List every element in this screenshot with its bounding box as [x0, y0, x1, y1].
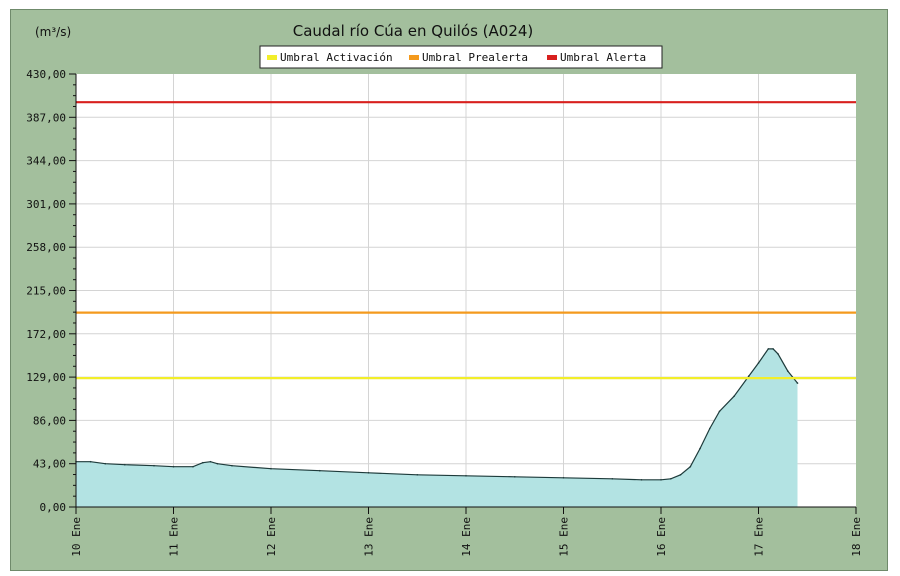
data-point: [796, 382, 799, 384]
data-point: [216, 462, 219, 465]
data-point: [209, 460, 212, 463]
data-point: [367, 472, 370, 474]
y-tick-label: 215,00: [26, 285, 66, 298]
data-point: [699, 447, 701, 450]
y-tick-label: 43,00: [33, 458, 66, 471]
y-axis-unit: (m³/s): [35, 25, 71, 39]
y-tick-label: 258,00: [26, 241, 66, 254]
data-point: [514, 476, 516, 478]
data-point: [748, 375, 750, 377]
y-tick-label: 387,00: [26, 111, 66, 124]
x-tick-label: 11 Ene: [168, 517, 181, 557]
data-point: [89, 460, 92, 463]
legend-label-alerta: Umbral Alerta: [560, 51, 646, 64]
chart-frame: Caudal río Cúa en Quilós (A024) (m³/s) U…: [10, 9, 888, 571]
data-point: [787, 370, 789, 372]
y-tick-label: 129,00: [26, 371, 66, 384]
data-point: [733, 395, 735, 398]
data-point: [670, 478, 672, 480]
legend-box: [259, 45, 663, 69]
data-point: [153, 464, 155, 467]
x-tick-label: 18 Ene: [850, 517, 863, 557]
data-point: [767, 348, 770, 350]
data-point: [640, 479, 643, 481]
data-point: [777, 353, 779, 355]
data-point: [416, 474, 419, 476]
data-point: [192, 465, 194, 468]
data-point: [172, 465, 175, 468]
x-tick-label: 15 Ene: [558, 517, 571, 557]
legend-swatch-alerta: [547, 55, 557, 60]
y-tick-label: 0,00: [40, 501, 67, 514]
data-point: [124, 463, 126, 466]
legend-label-prealerta: Umbral Prealerta: [422, 51, 528, 64]
chart: Caudal río Cúa en Quilós (A024) (m³/s) U…: [26, 22, 863, 557]
data-point: [202, 461, 204, 464]
x-tick-label: 13 Ene: [363, 517, 376, 557]
data-point: [679, 474, 682, 476]
data-point: [718, 410, 721, 413]
data-point: [231, 464, 233, 467]
data-point: [465, 475, 467, 477]
data-point: [757, 362, 760, 364]
series-layer: [75, 348, 799, 507]
legend: Umbral Activación Umbral Prealerta Umbra…: [259, 45, 663, 69]
data-point: [562, 477, 565, 479]
data-point: [611, 478, 614, 480]
legend-label-activacion: Umbral Activación: [280, 51, 393, 64]
thresholds-layer: [76, 101, 856, 380]
data-point: [270, 467, 272, 470]
x-tick-label: 10 Ene: [70, 517, 83, 557]
axes: 0,00 43,00 86,00 129,00 172,00 215,00 258,00 30…: [26, 68, 863, 557]
data-point: [772, 348, 774, 350]
x-tick-label: 17 Ene: [753, 517, 766, 557]
y-tick-label: 86,00: [33, 414, 66, 427]
y-tick-label: 301,00: [26, 198, 66, 211]
data-point: [689, 465, 692, 468]
y-tick-label: 430,00: [26, 68, 66, 81]
data-point: [709, 427, 711, 430]
x-tick-label: 16 Ene: [655, 517, 668, 557]
data-point: [660, 479, 662, 481]
x-tick-label: 14 Ene: [460, 517, 473, 557]
y-tick-label: 344,00: [26, 155, 66, 168]
data-point: [319, 469, 321, 472]
legend-swatch-activacion: [267, 55, 277, 60]
data-point: [104, 462, 107, 465]
x-tick-label: 12 Ene: [265, 517, 278, 557]
y-tick-label: 172,00: [26, 328, 66, 341]
chart-title: Caudal río Cúa en Quilós (A024): [293, 22, 534, 40]
legend-swatch-prealerta: [409, 55, 419, 60]
